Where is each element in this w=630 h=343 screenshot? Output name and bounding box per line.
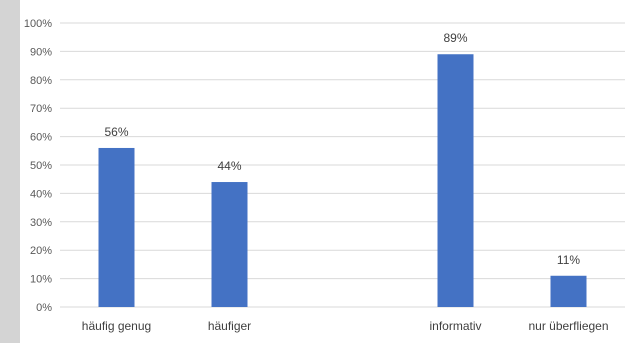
category-label: häufig genug: [82, 319, 151, 333]
data-label: 89%: [443, 31, 467, 45]
data-label: 44%: [217, 159, 241, 173]
category-label: häufiger: [208, 319, 251, 333]
y-tick-label: 60%: [30, 132, 52, 144]
y-tick-label: 90%: [30, 46, 52, 58]
y-tick-label: 0%: [36, 302, 52, 314]
y-tick-label: 10%: [30, 274, 52, 286]
category-label: informativ: [429, 319, 481, 333]
y-tick-label: 40%: [30, 188, 52, 200]
y-tick-label: 100%: [24, 18, 52, 30]
chart-panel: 0% 10% 20% 30% 40% 50% 60% 70% 80% 90% 100% 56% häuf…: [20, 0, 630, 343]
data-label: 11%: [557, 253, 580, 267]
data-label: 56%: [104, 125, 128, 139]
y-tick-label: 80%: [30, 75, 52, 87]
bar: [98, 147, 135, 307]
bar: [211, 182, 248, 307]
bar-chart: 0% 10% 20% 30% 40% 50% 60% 70% 80% 90% 100% 56% häuf…: [24, 18, 625, 333]
y-tick-label: 50%: [30, 160, 52, 172]
bar: [437, 54, 474, 307]
category-label: nur überfliegen: [528, 319, 608, 333]
y-tick-label: 30%: [30, 217, 52, 229]
y-tick-label: 70%: [30, 103, 52, 115]
y-tick-label: 20%: [30, 245, 52, 257]
bar: [550, 275, 587, 307]
